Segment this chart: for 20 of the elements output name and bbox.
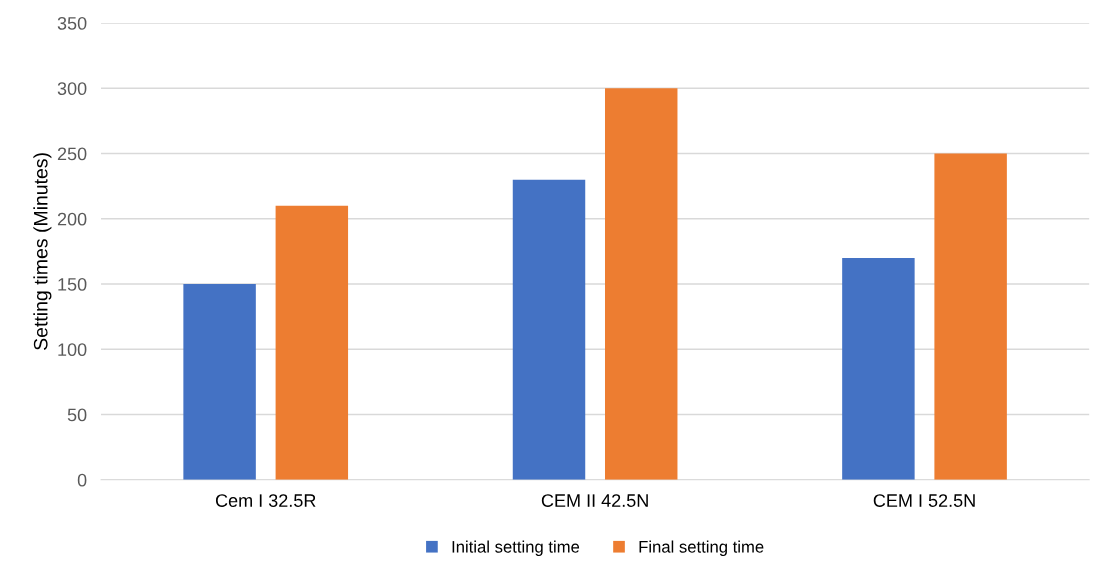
y-tick-label: 50 [67, 408, 87, 422]
bar [512, 179, 586, 480]
y-tick-label: 350 [57, 16, 87, 30]
bar [842, 257, 915, 480]
y-tick-label: 250 [57, 147, 87, 161]
x-tick-label: CEM II 42.5N [541, 494, 648, 507]
bar [934, 153, 1007, 480]
legend-label: Final setting time [639, 540, 764, 557]
legend-label: Initial setting time [452, 540, 580, 557]
y-tick-label: 150 [58, 277, 87, 291]
y-tick-label: 300 [57, 82, 87, 96]
x-tick-label: Cem I 32.5R [215, 494, 316, 507]
bar [605, 88, 678, 480]
bar [183, 284, 256, 480]
y-tick-label: 100 [58, 343, 87, 357]
bar [275, 205, 349, 480]
y-axis-title: Setting times (Minutes) [33, 153, 52, 350]
y-tick-label: 200 [57, 212, 87, 226]
x-tick-label: CEM I 52.5N [873, 494, 975, 507]
y-tick-label: 0 [77, 473, 87, 487]
